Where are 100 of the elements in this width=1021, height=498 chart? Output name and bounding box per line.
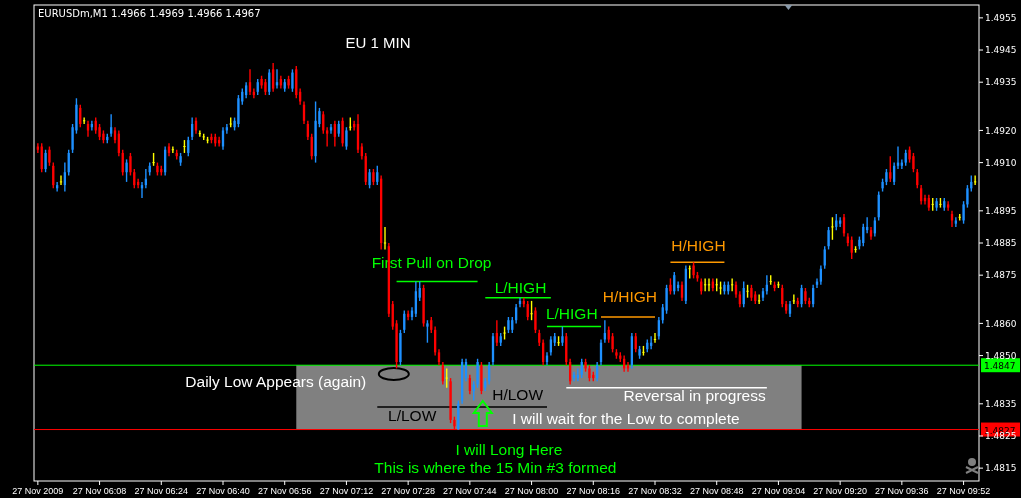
candlestick — [912, 152, 915, 173]
annotation: Daily Low Appears (again) — [185, 373, 367, 391]
y-tick-label: 1.4955 — [985, 13, 1017, 24]
candlestick — [44, 149, 47, 173]
annotation: L/LOW — [388, 407, 437, 425]
y-tick-label: 1.4835 — [985, 398, 1017, 409]
y-tick-label: 1.4885 — [985, 238, 1017, 249]
candlestick — [823, 245, 826, 270]
candlestick — [638, 345, 641, 360]
candlestick — [935, 197, 938, 212]
candlestick — [291, 68, 294, 93]
y-tick-label: 1.4895 — [985, 205, 1017, 216]
candlestick — [881, 177, 884, 193]
candlestick — [449, 377, 452, 424]
text: EU 1 MIN — [345, 34, 411, 51]
candlestick — [757, 293, 761, 305]
candlestick — [692, 261, 695, 280]
candlestick — [325, 126, 329, 148]
y-tick-label: 1.4860 — [985, 318, 1017, 329]
candlestick — [476, 358, 479, 389]
candlestick — [383, 226, 387, 251]
candlestick — [260, 75, 263, 90]
annotation: L/HIGH — [494, 279, 547, 297]
candlestick — [345, 126, 348, 151]
candlestick — [422, 284, 425, 328]
annotation: H/HIGH — [602, 288, 657, 306]
annotation: H/LOW — [492, 386, 544, 404]
candlestick — [703, 277, 707, 292]
candlestick — [156, 161, 159, 177]
x-tick-label: 27 Nov 07:44 — [443, 486, 497, 496]
annotation: This is where the 15 Min #3 formed — [374, 459, 617, 477]
x-tick-label: 27 Nov 09:04 — [751, 486, 806, 496]
candlestick — [730, 277, 734, 292]
candlestick — [611, 332, 614, 354]
y-tick-label: 1.4815 — [985, 463, 1017, 474]
candlestick — [534, 306, 537, 334]
x-tick-label: 27 Nov 09:20 — [813, 486, 867, 496]
candlestick — [495, 319, 499, 347]
candlestick — [109, 113, 113, 138]
candlestick — [962, 200, 965, 225]
annotation: I will Long Here — [455, 441, 563, 459]
ref-line-label: 1.4847 — [984, 361, 1016, 372]
x-tick-label: 27 Nov 06:40 — [196, 486, 250, 496]
candlestick — [588, 364, 591, 382]
candlestick — [82, 116, 86, 125]
candlestick — [792, 293, 796, 305]
y-tick-label: 1.4920 — [985, 125, 1017, 136]
candlestick — [372, 168, 375, 186]
candlestick — [125, 158, 128, 183]
annotation: Reversal in progress — [623, 387, 766, 405]
candlestick — [287, 75, 290, 90]
candlestick — [341, 116, 344, 148]
x-tick-label: 27 Nov 06:24 — [134, 486, 189, 496]
candlestick — [973, 174, 977, 186]
candlestick — [248, 68, 252, 96]
candlestick — [198, 129, 202, 138]
candlestick — [368, 168, 371, 190]
x-tick-label: 27 Nov 08:00 — [504, 486, 559, 496]
candlestick — [507, 316, 510, 334]
annotation: H/HIGH — [671, 237, 726, 255]
candlestick — [171, 145, 175, 154]
candlestick — [653, 332, 657, 344]
candlestick — [376, 165, 379, 186]
candlestick — [750, 284, 753, 302]
candlestick — [827, 226, 830, 251]
x-tick-label: 27 Nov 07:28 — [381, 486, 435, 496]
candlestick — [399, 329, 402, 366]
y-tick-label: 1.4935 — [985, 77, 1017, 88]
y-tick-label: 1.4945 — [985, 45, 1017, 56]
candlestick — [889, 155, 892, 183]
candlestick — [800, 284, 803, 309]
candlestick — [696, 271, 699, 283]
x-tick-label: 27 Nov 08:48 — [689, 486, 744, 496]
candlestick — [237, 94, 240, 128]
candlestick — [885, 168, 888, 186]
candlestick — [314, 100, 317, 164]
y-tick-label: 1.4910 — [985, 157, 1017, 168]
candlestick — [804, 287, 807, 305]
x-tick-label: 27 Nov 06:08 — [72, 486, 127, 496]
candlestick — [48, 145, 51, 167]
chart-subtitle: EURUSDm,M1 1.4966 1.4969 1.4966 1.4967 — [38, 8, 261, 19]
candlestick — [584, 358, 587, 373]
x-tick-label: 27 Nov 08:32 — [628, 486, 682, 496]
candlestick — [59, 174, 63, 186]
x-tick-label: 27 Nov 08:16 — [566, 486, 621, 496]
candlestick — [966, 184, 969, 209]
y-tick-label: 1.4875 — [985, 270, 1017, 281]
candlestick — [480, 361, 483, 395]
annotation: L/HIGH — [545, 305, 598, 323]
candlestick — [707, 277, 711, 292]
x-tick-label: 27 Nov 06:56 — [257, 486, 312, 496]
annotation: I will wait for the Low to complete — [512, 410, 740, 428]
candlestick — [426, 319, 429, 344]
x-tick-label: 27 Nov 07:12 — [319, 486, 374, 496]
candlestick — [210, 132, 213, 144]
candlestick — [179, 152, 182, 167]
candlestick — [98, 123, 101, 141]
candlestick — [102, 129, 105, 144]
candlestick — [723, 280, 726, 296]
candlestick — [773, 280, 776, 292]
